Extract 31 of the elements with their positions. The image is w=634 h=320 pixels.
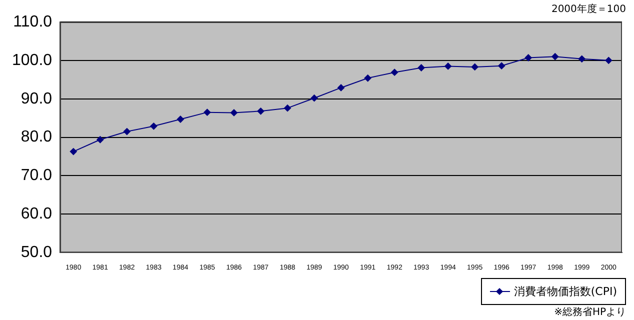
point — [204, 108, 211, 116]
point — [552, 53, 559, 60]
text: 2000年度＝100 — [551, 2, 626, 16]
y-tick-label: 80.0 — [20, 128, 52, 146]
point — [391, 68, 398, 76]
point — [444, 62, 452, 70]
y-tick-label: 100.0 — [12, 52, 52, 69]
text: ※総務省HPより — [554, 306, 626, 319]
point — [70, 148, 77, 156]
y-tick-label: 60.0 — [20, 206, 52, 223]
y-tick-label: 70.0 — [20, 167, 52, 184]
point — [123, 128, 130, 136]
point — [524, 54, 532, 62]
point — [338, 84, 345, 92]
point — [471, 63, 478, 70]
legend-label: 消費者物価指数(CPI) — [514, 284, 617, 299]
point — [498, 62, 506, 70]
y-tick-label: 90.0 — [20, 90, 52, 108]
point — [96, 136, 104, 144]
y-tick-label: 110.0 — [13, 13, 52, 30]
point — [230, 109, 238, 116]
point — [284, 104, 291, 112]
point — [310, 94, 318, 102]
point — [150, 122, 158, 130]
point — [364, 74, 372, 82]
point — [418, 64, 425, 72]
point — [176, 116, 184, 123]
y-tick-label: 50.0 — [20, 244, 52, 262]
point — [605, 56, 612, 64]
point — [257, 108, 264, 115]
point — [578, 55, 586, 62]
